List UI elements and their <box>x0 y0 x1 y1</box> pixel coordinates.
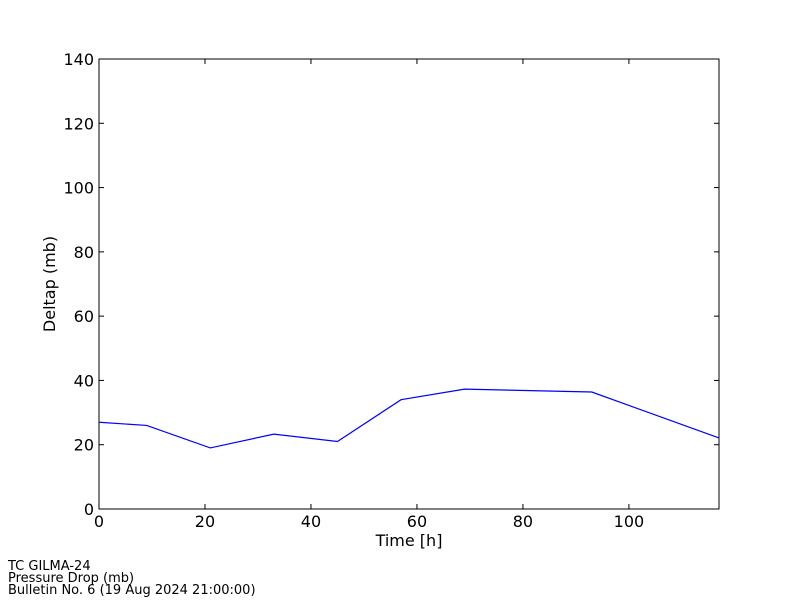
y-tick-label: 100 <box>63 179 94 198</box>
x-tick-label: 60 <box>407 512 427 531</box>
footer-text: Bulletin No. 6 (19 Aug 2024 21:00:00) <box>8 583 256 598</box>
y-tick-label: 0 <box>84 500 94 519</box>
data-line <box>98 388 720 449</box>
x-tick-label: 100 <box>614 512 645 531</box>
plot-frame <box>98 58 720 510</box>
x-tick-label: 80 <box>513 512 533 531</box>
y-tick-label: 20 <box>74 436 94 455</box>
y-tick-label: 120 <box>63 114 94 133</box>
footer-text: TC GILMA-24 <box>7 559 91 574</box>
x-axis-label: Time [h] <box>375 531 443 550</box>
y-tick-label: 60 <box>74 307 94 326</box>
x-tick-label: 0 <box>94 512 104 531</box>
y-tick-label: 140 <box>63 50 94 69</box>
y-tick-label: 80 <box>74 243 94 262</box>
x-tick-label: 20 <box>195 512 215 531</box>
y-axis-label: Deltap (mb) <box>40 236 59 332</box>
footer-text: Pressure Drop (mb) <box>8 571 134 586</box>
x-tick-label: 40 <box>301 512 321 531</box>
y-tick-label: 40 <box>74 371 94 390</box>
